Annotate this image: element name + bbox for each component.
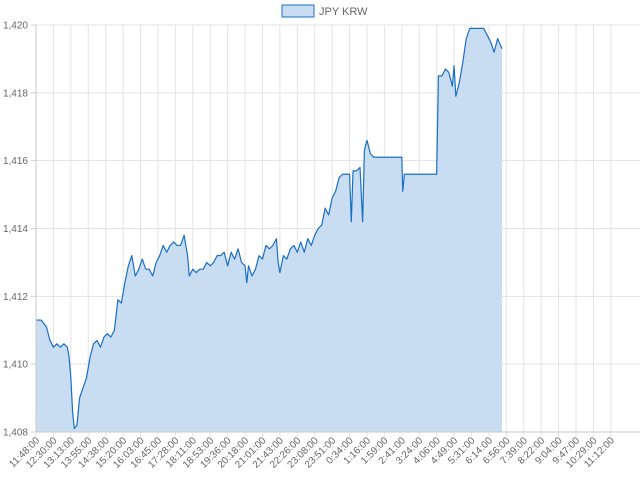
y-tick-label: 1,410: [3, 360, 28, 371]
series-area: [36, 27, 503, 432]
series-line: [36, 27, 503, 430]
series-fill: [36, 28, 502, 432]
y-tick-label: 1,420: [3, 21, 28, 32]
y-tick-label: 1,412: [3, 292, 28, 303]
legend[interactable]: JPY KRW: [281, 4, 368, 18]
y-tick-label: 1,416: [3, 156, 28, 167]
y-tick-label: 1,414: [3, 224, 28, 235]
y-tick-label: 1,418: [3, 88, 28, 99]
axes: [35, 25, 640, 433]
legend-swatch: [281, 4, 315, 18]
legend-label: JPY KRW: [319, 6, 368, 18]
x-axis-labels: 11:48:0012:30:0013:13:0013:55:0014:38:00…: [7, 435, 617, 471]
y-axis-labels: 1,408 1,410 1,412 1,414 1,416 1,418 1,420: [3, 21, 28, 439]
y-tick-label: 1,408: [3, 428, 28, 439]
